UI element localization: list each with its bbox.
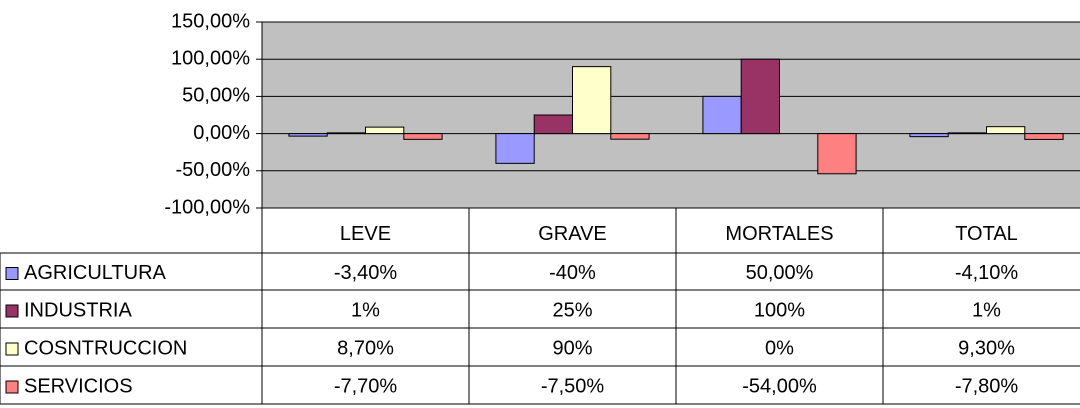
data-label: 8,70% bbox=[337, 337, 394, 359]
bar bbox=[909, 133, 949, 138]
bar bbox=[986, 126, 1026, 135]
bar bbox=[326, 132, 366, 135]
x-tick-label: TOTAL bbox=[955, 223, 1018, 245]
data-label: -7,70% bbox=[334, 375, 398, 397]
y-tick-label: -100,00% bbox=[164, 196, 250, 218]
legend-label: AGRICULTURA bbox=[24, 262, 167, 284]
legend-label: SERVICIOS bbox=[24, 375, 133, 397]
bar bbox=[817, 133, 857, 175]
data-label: -4,10% bbox=[955, 262, 1019, 284]
plot-area bbox=[262, 22, 1080, 208]
x-tick-label: MORTALES bbox=[725, 223, 833, 245]
y-tick-label: 0,00% bbox=[193, 122, 250, 144]
y-tick-label: -50,00% bbox=[176, 159, 251, 181]
data-label: 1% bbox=[351, 299, 380, 321]
legend-swatch bbox=[5, 304, 19, 318]
x-tick-label: GRAVE bbox=[538, 223, 607, 245]
data-label: -54,00% bbox=[742, 375, 817, 397]
y-tick-label: 100,00% bbox=[171, 47, 250, 69]
bar bbox=[403, 133, 443, 140]
data-label: 100% bbox=[754, 299, 805, 321]
data-label: -7,50% bbox=[541, 375, 605, 397]
legend-label: INDUSTRIA bbox=[24, 299, 132, 321]
data-label: 25% bbox=[552, 299, 592, 321]
bar bbox=[288, 133, 328, 137]
y-tick-label: 50,00% bbox=[182, 85, 250, 107]
bar bbox=[572, 66, 612, 135]
legend-swatch bbox=[5, 342, 19, 356]
data-label: -3,40% bbox=[334, 262, 398, 284]
bar bbox=[495, 133, 535, 164]
legend-swatch bbox=[5, 267, 19, 280]
y-tick-label: 150,00% bbox=[171, 10, 250, 32]
data-label: 0% bbox=[765, 337, 794, 359]
data-label: 1% bbox=[972, 299, 1001, 321]
data-label: 9,30% bbox=[958, 337, 1015, 359]
data-label: 50,00% bbox=[746, 262, 814, 284]
bar bbox=[947, 132, 988, 135]
data-label: 90% bbox=[552, 337, 592, 359]
x-tick-label: LEVE bbox=[340, 223, 391, 245]
legend-swatch bbox=[5, 380, 19, 394]
bar bbox=[365, 126, 405, 135]
legend-label: COSNTRUCCION bbox=[24, 337, 187, 359]
bar bbox=[533, 114, 574, 135]
bar bbox=[610, 133, 650, 140]
data-label: -40% bbox=[549, 262, 596, 284]
data-label: -7,80% bbox=[955, 375, 1019, 397]
bar bbox=[740, 58, 781, 135]
bar bbox=[1024, 133, 1064, 140]
bar bbox=[702, 95, 742, 135]
